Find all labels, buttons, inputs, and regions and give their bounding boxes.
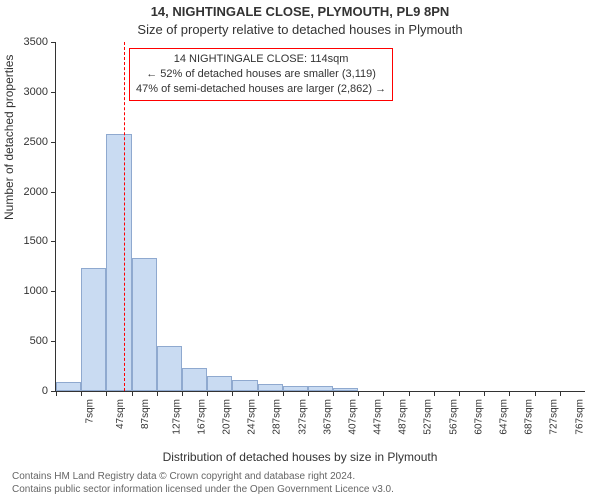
x-tick-label: 687sqm (524, 399, 535, 435)
y-tick-label: 2000 (24, 186, 48, 198)
histogram-plot-area: 05001000150020002500300035007sqm47sqm87s… (55, 42, 585, 392)
x-tick (333, 391, 334, 396)
histogram-bar (333, 388, 358, 391)
x-tick (283, 391, 284, 396)
x-axis-label: Distribution of detached houses by size … (0, 450, 600, 464)
annotation-box: 14 NIGHTINGALE CLOSE: 114sqm← 52% of det… (129, 48, 393, 101)
x-tick-label: 327sqm (297, 399, 308, 435)
y-tick-label: 500 (30, 335, 48, 347)
y-tick-label: 2500 (24, 136, 48, 148)
x-tick (509, 391, 510, 396)
x-tick-label: 287sqm (272, 399, 283, 435)
footer-line1: Contains HM Land Registry data © Crown c… (12, 470, 394, 483)
x-tick (409, 391, 410, 396)
x-tick-label: 407sqm (347, 399, 358, 435)
y-tick (51, 42, 56, 43)
y-tick (51, 92, 56, 93)
y-tick (51, 142, 56, 143)
y-tick-label: 3500 (24, 36, 48, 48)
x-tick (459, 391, 460, 396)
x-tick-label: 87sqm (140, 399, 151, 429)
x-tick (535, 391, 536, 396)
histogram-bar (132, 258, 157, 391)
histogram-bar (81, 268, 106, 391)
y-tick (51, 192, 56, 193)
y-axis-label: Number of detached properties (2, 55, 16, 220)
x-tick (232, 391, 233, 396)
annotation-line2: ← 52% of detached houses are smaller (3,… (136, 67, 386, 82)
y-tick-label: 1500 (24, 235, 48, 247)
histogram-bar (308, 386, 333, 391)
footer-attribution: Contains HM Land Registry data © Crown c… (12, 470, 394, 496)
annotation-line3: 47% of semi-detached houses are larger (… (136, 82, 386, 97)
x-tick-label: 567sqm (448, 399, 459, 435)
property-marker-line (124, 42, 125, 391)
x-tick (106, 391, 107, 396)
x-tick-label: 487sqm (398, 399, 409, 435)
y-tick (51, 341, 56, 342)
x-tick-label: 47sqm (115, 399, 126, 429)
histogram-bar (182, 368, 207, 391)
x-tick (56, 391, 57, 396)
x-tick (308, 391, 309, 396)
histogram-bar (106, 134, 131, 391)
x-tick (358, 391, 359, 396)
histogram-bar (56, 382, 81, 391)
x-tick (434, 391, 435, 396)
y-tick (51, 241, 56, 242)
x-tick-label: 7sqm (84, 399, 95, 423)
x-tick-label: 767sqm (574, 399, 585, 435)
histogram-bar (157, 346, 182, 391)
histogram-bar (232, 380, 257, 391)
page-title-line2: Size of property relative to detached ho… (0, 22, 600, 37)
x-tick (81, 391, 82, 396)
x-tick (157, 391, 158, 396)
x-tick-label: 527sqm (423, 399, 434, 435)
x-tick (132, 391, 133, 396)
x-tick (383, 391, 384, 396)
x-tick (560, 391, 561, 396)
x-tick-label: 367sqm (322, 399, 333, 435)
y-tick (51, 291, 56, 292)
y-tick-label: 3000 (24, 86, 48, 98)
y-tick-label: 1000 (24, 285, 48, 297)
x-tick-label: 647sqm (499, 399, 510, 435)
annotation-line1: 14 NIGHTINGALE CLOSE: 114sqm (136, 52, 386, 67)
x-tick (484, 391, 485, 396)
histogram-bar (258, 384, 283, 391)
x-tick (182, 391, 183, 396)
x-tick-label: 447sqm (373, 399, 384, 435)
x-tick-label: 727sqm (549, 399, 560, 435)
x-tick-label: 207sqm (222, 399, 233, 435)
y-tick-label: 0 (42, 385, 48, 397)
page-title-line1: 14, NIGHTINGALE CLOSE, PLYMOUTH, PL9 8PN (0, 4, 600, 19)
footer-line2: Contains public sector information licen… (12, 483, 394, 496)
x-tick-label: 247sqm (247, 399, 258, 435)
x-tick-label: 167sqm (196, 399, 207, 435)
x-tick (207, 391, 208, 396)
x-tick-label: 607sqm (473, 399, 484, 435)
x-tick (258, 391, 259, 396)
histogram-bar (207, 376, 232, 391)
histogram-bar (283, 386, 308, 391)
x-tick-label: 127sqm (171, 399, 182, 435)
